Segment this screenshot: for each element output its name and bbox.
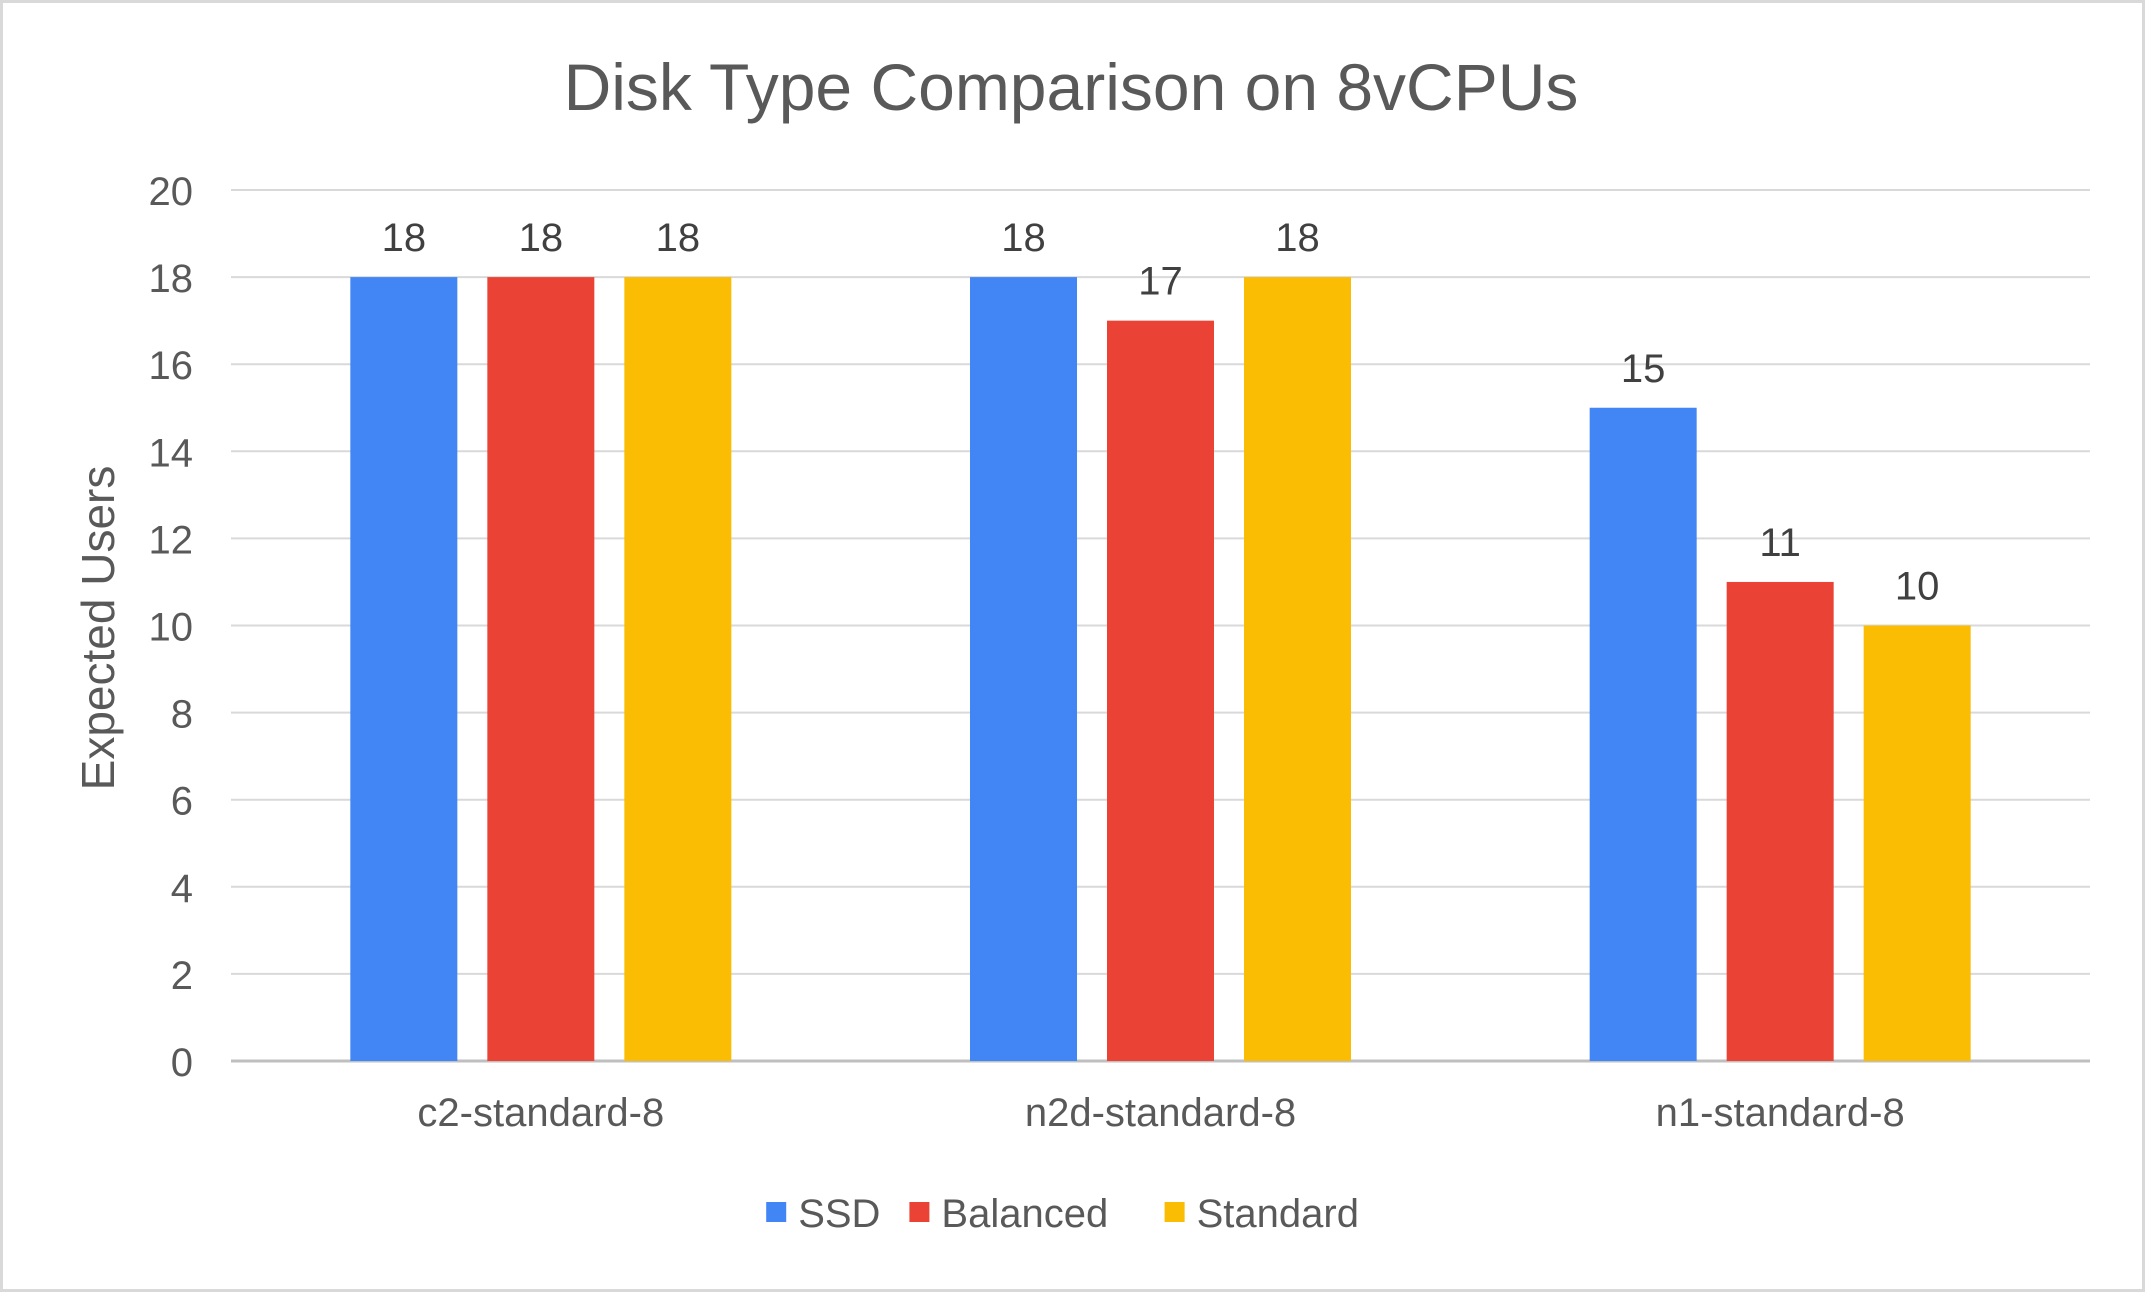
bar-standard-n1-standard-8 — [1863, 625, 1971, 1061]
bar-balanced-c2-standard-8 — [487, 277, 595, 1062]
bar-balanced-n2d-standard-8 — [1107, 320, 1214, 1061]
data-label: 10 — [1895, 565, 1940, 609]
bar-standard-n2d-standard-8 — [1244, 277, 1351, 1062]
y-tick-label: 0 — [171, 1041, 193, 1085]
bars — [350, 277, 1971, 1062]
data-label: 11 — [1759, 521, 1801, 565]
data-label: 17 — [1138, 260, 1183, 304]
data-label: 18 — [656, 216, 701, 260]
legend-item-standard: Standard — [1164, 1192, 1359, 1236]
data-label: 15 — [1621, 347, 1666, 391]
y-tick-label: 8 — [171, 693, 193, 737]
bar-ssd-n1-standard-8 — [1589, 407, 1697, 1061]
legend-item-balanced: Balanced — [909, 1192, 1108, 1236]
y-tick-label: 6 — [171, 780, 193, 824]
y-tick-label: 20 — [149, 170, 194, 214]
x-tick-label: c2-standard-8 — [417, 1091, 664, 1135]
bar-ssd-c2-standard-8 — [350, 277, 458, 1062]
legend-label: SSD — [798, 1192, 880, 1236]
data-label: 18 — [1275, 216, 1320, 260]
y-tick-label: 4 — [171, 867, 193, 911]
legend-item-ssd: SSD — [766, 1192, 880, 1236]
y-axis-title: Expected Users — [72, 466, 124, 791]
legend: SSD Balanced Standard — [766, 1192, 1359, 1236]
bar-balanced-n1-standard-8 — [1726, 581, 1834, 1061]
y-tick-label: 16 — [149, 344, 194, 388]
x-axis-ticks: c2-standard-8 n2d-standard-8 n1-standard-8 — [417, 1091, 1904, 1135]
y-tick-label: 14 — [149, 431, 194, 475]
bar-ssd-n2d-standard-8 — [970, 277, 1077, 1062]
chart-title: Disk Type Comparison on 8vCPUs — [564, 50, 1579, 124]
legend-swatch — [766, 1202, 787, 1222]
y-tick-label: 18 — [149, 257, 194, 301]
bar-chart: Disk Type Comparison on 8vCPUs Expected … — [72, 50, 2090, 1236]
data-labels: 18 18 18 18 17 18 15 11 10 — [382, 216, 1940, 608]
legend-swatch — [909, 1202, 930, 1222]
y-tick-label: 10 — [149, 606, 194, 650]
x-tick-label: n1-standard-8 — [1656, 1091, 1905, 1135]
legend-swatch — [1164, 1202, 1185, 1222]
data-label: 18 — [519, 216, 564, 260]
data-label: 18 — [1001, 216, 1046, 260]
bar-standard-c2-standard-8 — [624, 277, 732, 1062]
legend-label: Standard — [1197, 1192, 1359, 1236]
x-tick-label: n2d-standard-8 — [1025, 1091, 1296, 1135]
legend-label: Balanced — [941, 1192, 1108, 1236]
y-tick-label: 2 — [171, 954, 193, 998]
y-axis-ticks: 0 2 4 6 8 10 12 14 16 18 20 — [149, 170, 194, 1085]
data-label: 18 — [382, 216, 427, 260]
y-tick-label: 12 — [149, 518, 194, 562]
